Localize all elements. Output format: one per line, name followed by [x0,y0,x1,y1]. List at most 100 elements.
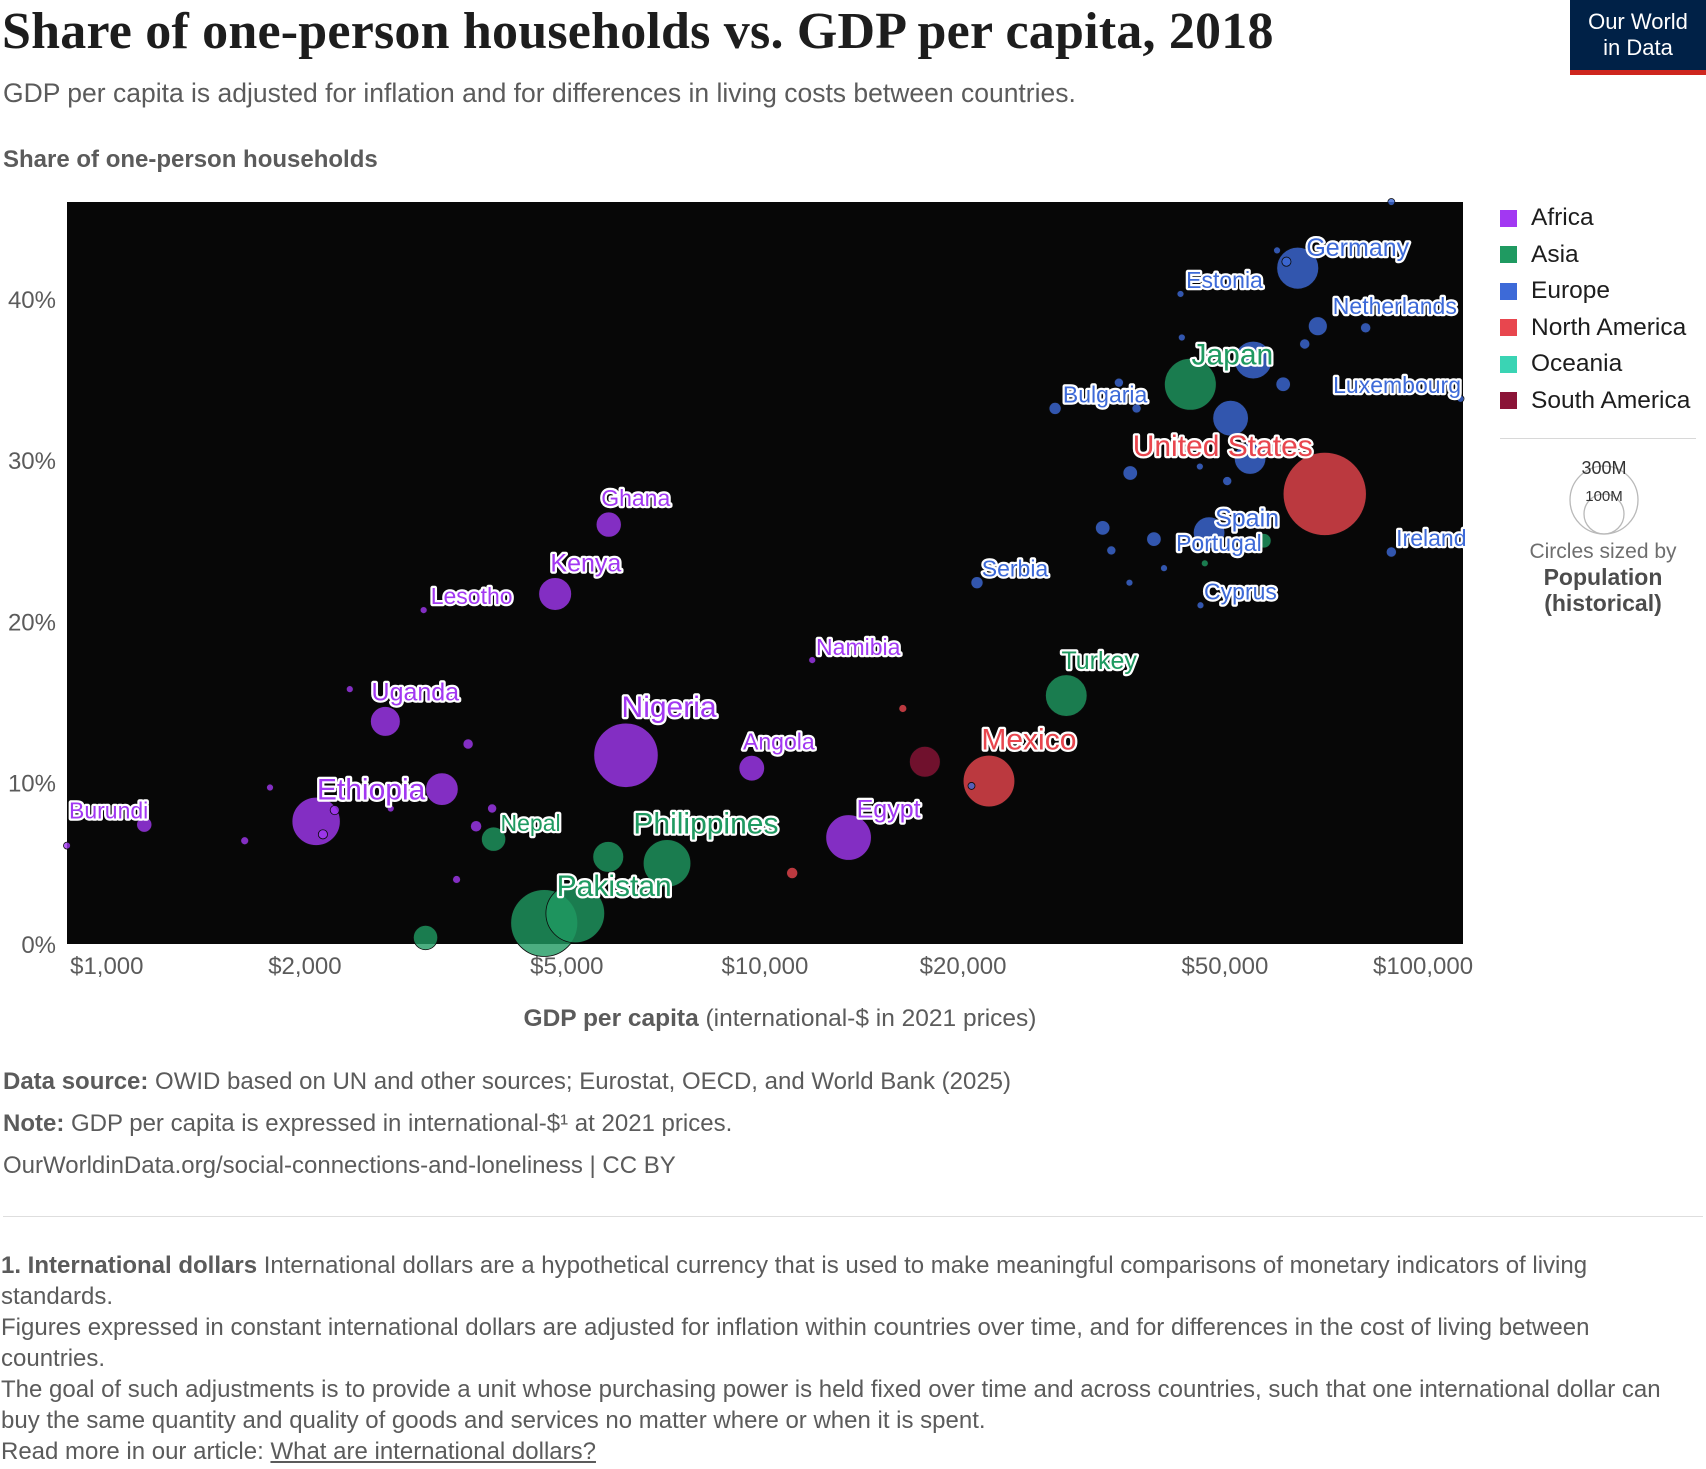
y-tick-label: 40% [8,287,56,314]
x-tick-label: $1,000 [70,953,143,980]
chart-title: Share of one-person households vs. GDP p… [2,3,1274,60]
footnote-heading: 1. International dollars [1,1252,258,1279]
point-label-cyprus: Cyprus [1204,578,1277,604]
point-label-ghana: Ghana [601,485,670,511]
point-label-mexico: Mexico [981,723,1076,756]
legend-item-africa[interactable]: Africa [1500,200,1706,237]
point [1106,545,1117,556]
point-namibia [808,656,817,665]
data-source-line: Data source: OWID based on UN and other … [3,1068,1011,1110]
point [1273,246,1281,255]
point [1256,533,1272,549]
point [1233,340,1273,380]
point-luxembourg [1456,394,1465,403]
point [1387,198,1396,206]
point-label-portugal: Portugal [1176,530,1262,556]
point [1222,476,1233,487]
legend-swatch-oceania [1500,355,1517,373]
point-portugal [1146,531,1162,547]
note-text: GDP per capita is expressed in internati… [64,1110,733,1137]
point-cyprus [1196,601,1205,610]
legend-item-europe[interactable]: Europe [1500,273,1706,310]
point-estonia [1176,290,1185,298]
legend-label-north-america: North America [1531,313,1687,341]
point-label-spain: Spain [1215,505,1279,533]
point [592,841,625,873]
point [1122,465,1138,481]
point [786,866,799,880]
y-tick-label: 0% [21,932,56,959]
point-label-namibia: Namibia [816,634,901,660]
point [1200,559,1209,568]
legend-label-europe: Europe [1531,277,1611,305]
point-label-kenya: Kenya [550,550,621,578]
point-label-nepal: Nepal [501,810,561,836]
chart-footer: Data source: OWID based on UN and other … [3,1068,1011,1194]
point [909,745,941,778]
size-legend-circles: 300M 100M [1569,458,1639,535]
international-dollars-link[interactable]: What are international dollars? [270,1438,596,1465]
point [63,841,71,850]
legend-swatch-europe [1500,282,1517,300]
url-line[interactable]: OurWorldinData.org/social-connections-an… [3,1152,676,1179]
point-label-bulgaria: Bulgaria [1063,381,1148,407]
x-axis-title-rest: (international-$ in 2021 prices) [699,1005,1037,1032]
point-ghana [595,511,622,538]
point-label-turkey: Turkey [1061,647,1137,675]
footnote-p1: International dollars are a hypothetical… [1,1252,1588,1310]
point [1281,256,1292,267]
owid-logo[interactable]: Our World in Data [1570,0,1706,75]
point [1113,377,1124,388]
size-caption-text: Circles sized by [1529,540,1677,563]
legend-swatch-south-america [1500,392,1517,410]
point-japan [1164,357,1217,411]
point [1131,403,1142,414]
point [1195,462,1204,471]
x-tick-label: $10,000 [722,953,809,980]
legend-label-africa: Africa [1531,204,1594,232]
y-axis-title: Share of one-person households [3,146,378,173]
point-label-luxembourg: Luxembourg [1333,372,1461,398]
point-angola [738,754,765,782]
point-label-netherlands: Netherlands [1333,293,1457,319]
point-label-burundi: Burundi [69,798,148,824]
point [329,805,340,816]
footnote-p2: Figures expressed in constant internatio… [1,1314,1590,1372]
legend-item-asia[interactable]: Asia [1500,237,1706,274]
footnotes: 1. International dollars International d… [1,1250,1691,1467]
x-axis-title-bold: GDP per capita [524,1005,700,1032]
point [412,924,439,951]
point-label-pakistan: Pakistan [557,870,672,903]
point [452,875,461,884]
point-label-estonia: Estonia [1186,267,1263,293]
point-turkey [1045,674,1088,717]
point-label-angola: Angola [743,728,815,754]
y-tick-label: 10% [8,771,56,798]
x-tick-label: $2,000 [268,953,341,980]
data-source-text: OWID based on UN and other sources; Euro… [148,1068,1012,1095]
point-philippines [642,839,692,888]
legend-item-north-america[interactable]: North America [1500,310,1706,347]
legend-item-oceania[interactable]: Oceania [1500,346,1706,383]
point [1299,338,1311,350]
point [487,803,498,814]
point [898,704,908,713]
footnote-p3: The goal of such adjustments is to provi… [1,1376,1661,1434]
footer-divider [3,1216,1703,1217]
point-mexico [962,754,1016,808]
legend-item-south-america[interactable]: South America [1500,383,1706,420]
legend-separator [1500,438,1696,439]
note-line: Note: GDP per capita is expressed in int… [3,1110,1011,1152]
size-label-300m: 300M [1581,458,1626,478]
chart-subtitle: GDP per capita is adjusted for inflation… [3,78,1076,108]
point [1275,376,1291,392]
point-label-japan: Japan [1191,338,1273,371]
point [345,685,354,694]
point-ireland [1385,546,1397,558]
size-circle-100m [1583,493,1625,535]
point [240,836,250,846]
point [1177,333,1186,342]
x-tick-label: $100,000 [1373,953,1473,980]
point-kenya [538,577,572,611]
points-layer [63,198,1465,957]
